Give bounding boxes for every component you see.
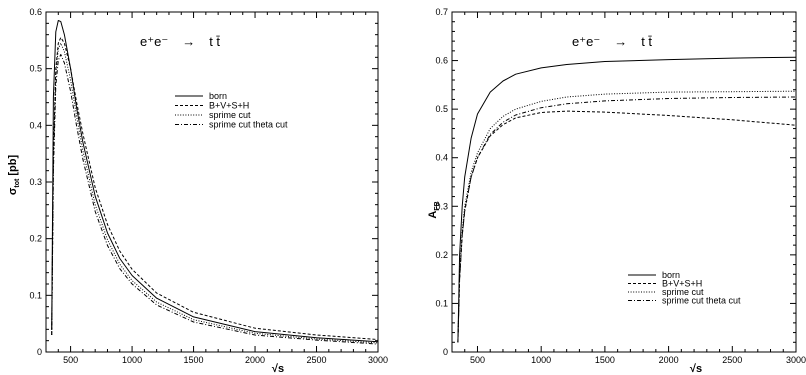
- y-tick-label: 0.6: [29, 7, 42, 17]
- y-tick-label: 0.2: [435, 250, 448, 260]
- x-tick-label: 1000: [531, 355, 551, 365]
- chart-cross-section: 0 0.1 0.2 0.3 0.4 0.5 0.6 500 1000 1500 2000 2500 30…: [7, 7, 388, 375]
- legend-label: sprime cut theta cut: [662, 296, 741, 306]
- x-tick-label: 2000: [659, 355, 679, 365]
- x-tick-label: 1500: [595, 355, 615, 365]
- y-tick-label: 0.2: [29, 234, 42, 244]
- y-axis-label: σtot[pb]: [7, 155, 21, 196]
- x-tick-label: 3000: [368, 355, 388, 365]
- y-tick-label: 0.6: [435, 56, 448, 66]
- y-tick-label: 0.3: [29, 177, 42, 187]
- y-tick-label: 0.1: [435, 298, 448, 308]
- y-tick-label: 0.1: [29, 290, 42, 300]
- legend-label: B+V+S+H: [662, 279, 702, 289]
- series-line-sprime-cut-theta-cut: [51, 54, 379, 345]
- x-tick-label: 1500: [184, 355, 204, 365]
- y-tick-label: 0: [37, 347, 42, 357]
- y-tick-label: 0.3: [435, 201, 448, 211]
- x-tick-label: 500: [63, 355, 78, 365]
- plot-frame: [451, 11, 797, 353]
- series-line-b-v-s-h: [51, 37, 379, 340]
- x-tick-label: 2500: [307, 355, 327, 365]
- x-tick-label: 3000: [786, 355, 806, 365]
- legend-label: sprime cut theta cut: [209, 120, 288, 130]
- x-tick-label: 1000: [122, 355, 142, 365]
- series-line-sprime-cut: [51, 42, 379, 344]
- series-line-born: [51, 20, 379, 343]
- series-line-born: [457, 56, 797, 343]
- y-axis-label: AFB: [427, 201, 441, 218]
- x-tick-label: 2500: [722, 355, 742, 365]
- x-tick-label: 500: [470, 355, 485, 365]
- reaction-label: e⁺e⁻ → t t̄: [572, 34, 652, 49]
- y-tick-label: 0.7: [435, 7, 448, 17]
- series-line-sprime-cut: [457, 90, 797, 343]
- legend-label: born: [209, 91, 227, 101]
- legend-label: B+V+S+H: [209, 101, 249, 111]
- series-line-sprime-cut-theta-cut: [457, 96, 797, 343]
- reaction-label: e⁺e⁻ → t t̄: [140, 34, 220, 49]
- legend-label: sprime cut: [662, 287, 704, 297]
- series-line-b-v-s-h: [457, 110, 797, 343]
- y-tick-label: 0.5: [435, 104, 448, 114]
- x-axis-label: √s: [690, 363, 702, 375]
- y-tick-label: 0.5: [29, 64, 42, 74]
- legend-label: sprime cut: [209, 110, 251, 120]
- y-tick-label: 0.4: [29, 120, 42, 130]
- x-axis-label: √s: [272, 363, 284, 375]
- legend-label: born: [662, 270, 680, 280]
- chart-forward-backward-asymmetry: 0 0.1 0.2 0.3 0.4 0.5 0.6 0.7 500 1000 1500 2000 250…: [427, 7, 806, 375]
- y-tick-label: 0: [443, 347, 448, 357]
- x-tick-label: 2000: [245, 355, 265, 365]
- y-tick-label: 0.4: [435, 153, 448, 163]
- plot-frame: [45, 11, 379, 353]
